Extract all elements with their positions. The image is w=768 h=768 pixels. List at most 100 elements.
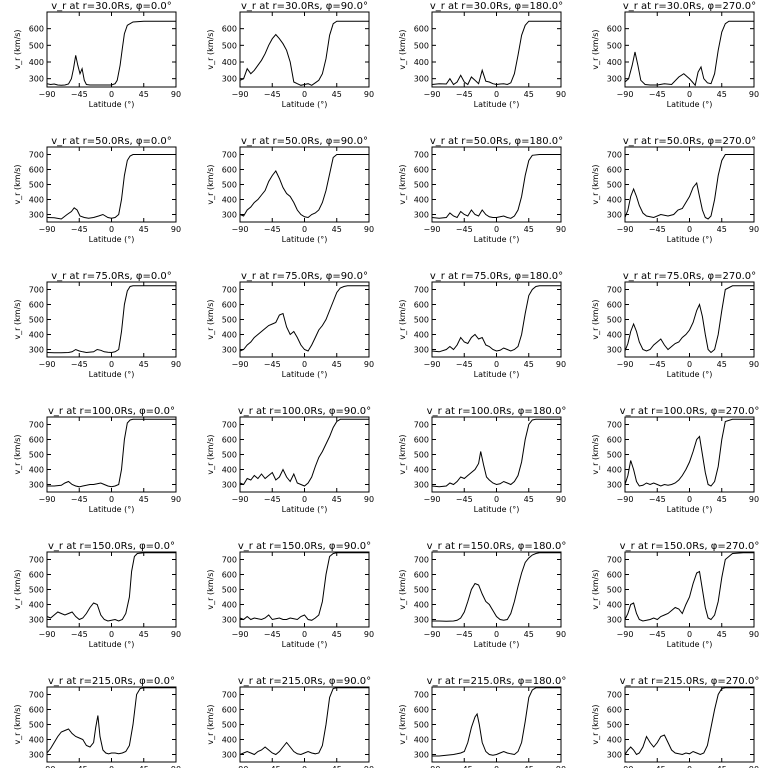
x-axis-label: Latitude (°): [667, 505, 713, 514]
x-axis-label: Latitude (°): [89, 235, 135, 244]
x-tick-label: 45: [717, 630, 727, 639]
x-tick-label: −45: [649, 765, 666, 768]
y-tick-label: 600: [607, 25, 622, 34]
x-tick-label: −90: [424, 495, 441, 504]
x-tick-label: −45: [71, 360, 88, 369]
x-tick-label: −90: [39, 225, 56, 234]
plot-frame: [46, 281, 177, 358]
panel-title: v_r at r=30.0Rs, φ=180.0°: [430, 1, 563, 12]
y-axis-label: v_r (km/s): [206, 164, 215, 204]
y-tick-label: 300: [29, 616, 44, 625]
y-tick-label: 600: [29, 301, 44, 310]
x-axis-label: Latitude (°): [667, 640, 713, 649]
y-tick-label: 400: [607, 58, 622, 67]
y-tick-label: 700: [222, 691, 237, 700]
panel-title: v_r at r=150.0Rs, φ=0.0°: [48, 541, 175, 552]
plot-frame: [431, 11, 562, 88]
y-tick-label: 600: [222, 436, 237, 445]
y-tick-label: 400: [607, 601, 622, 610]
x-tick-label: 45: [717, 765, 727, 768]
x-tick-label: 90: [364, 225, 374, 234]
x-tick-label: 0: [109, 360, 114, 369]
y-tick-label: 500: [29, 316, 44, 325]
plot-frame: [431, 146, 562, 223]
x-tick-label: 0: [109, 90, 114, 99]
x-axis-label: Latitude (°): [474, 235, 520, 244]
x-tick-label: −45: [649, 225, 666, 234]
x-tick-label: −90: [424, 90, 441, 99]
y-tick-label: 600: [414, 436, 429, 445]
y-tick-label: 500: [222, 586, 237, 595]
y-tick-label: 500: [414, 41, 429, 50]
y-axis-label: v_r (km/s): [591, 164, 600, 204]
x-axis-label: Latitude (°): [667, 235, 713, 244]
x-tick-label: 90: [556, 765, 566, 768]
x-tick-label: −45: [264, 630, 281, 639]
x-tick-label: 0: [494, 360, 499, 369]
x-tick-label: 0: [494, 765, 499, 768]
panel-10: v_r at r=75.0Rs, φ=180.0° −90 −45 0 45 90 300 4…: [398, 271, 566, 379]
y-tick-label: 400: [222, 331, 237, 340]
y-axis-label: v_r (km/s): [591, 569, 600, 609]
x-tick-label: 0: [687, 495, 692, 504]
x-tick-label: 45: [524, 90, 534, 99]
series-line: [46, 154, 176, 220]
y-tick-label: 500: [29, 451, 44, 460]
x-axis-label: Latitude (°): [282, 370, 328, 379]
plot-frame: [431, 416, 562, 493]
plot-frame: [431, 686, 562, 763]
y-tick-label: 600: [222, 25, 237, 34]
y-tick-label: 300: [414, 751, 429, 760]
panel-title: v_r at r=215.0Rs, φ=270.0°: [620, 676, 760, 687]
x-tick-label: 0: [302, 765, 307, 768]
plot-frame: [46, 686, 177, 763]
x-tick-label: −45: [71, 225, 88, 234]
y-tick-label: 400: [29, 196, 44, 205]
panel-17: v_r at r=150.0Rs, φ=90.0° −90 −45 0 45 90 300 4…: [206, 541, 374, 649]
series-line: [239, 20, 369, 86]
x-tick-label: 90: [171, 90, 181, 99]
series-line: [431, 418, 561, 488]
panel-11: v_r at r=75.0Rs, φ=270.0° −90 −45 0 45 90 300 4…: [591, 271, 759, 379]
x-tick-label: 45: [332, 90, 342, 99]
y-tick-label: 600: [414, 571, 429, 580]
x-axis-label: Latitude (°): [282, 100, 328, 109]
x-tick-label: 45: [332, 495, 342, 504]
series-line: [432, 552, 561, 622]
y-tick-label: 400: [414, 601, 429, 610]
x-tick-label: 45: [717, 495, 727, 504]
y-tick-label: 300: [222, 616, 237, 625]
y-tick-label: 400: [222, 601, 237, 610]
plot-frame: [624, 416, 755, 493]
series-line: [431, 285, 561, 353]
x-tick-label: 0: [109, 630, 114, 639]
x-tick-label: −90: [424, 360, 441, 369]
y-tick-label: 300: [222, 75, 237, 84]
series-line: [239, 154, 369, 219]
x-tick-label: −45: [71, 630, 88, 639]
panel-title: v_r at r=50.0Rs, φ=90.0°: [241, 136, 368, 147]
x-tick-label: −90: [424, 225, 441, 234]
y-tick-label: 500: [607, 721, 622, 730]
x-tick-label: 45: [332, 360, 342, 369]
y-tick-label: 600: [607, 571, 622, 580]
panel-title: v_r at r=50.0Rs, φ=270.0°: [623, 136, 756, 147]
x-tick-label: 90: [171, 765, 181, 768]
y-axis-label: v_r (km/s): [206, 29, 215, 69]
panel-title: v_r at r=150.0Rs, φ=90.0°: [238, 541, 371, 552]
x-tick-label: −90: [232, 630, 249, 639]
y-tick-label: 500: [607, 316, 622, 325]
y-tick-label: 400: [29, 58, 44, 67]
y-tick-label: 500: [29, 181, 44, 190]
y-tick-label: 500: [222, 451, 237, 460]
x-tick-label: 90: [171, 495, 181, 504]
y-tick-label: 500: [222, 316, 237, 325]
y-tick-label: 400: [29, 601, 44, 610]
x-tick-label: 45: [332, 765, 342, 768]
panel-9: v_r at r=75.0Rs, φ=90.0° −90 −45 0 45 90 300 40…: [206, 271, 374, 379]
x-tick-label: 0: [687, 630, 692, 639]
x-tick-label: −45: [71, 765, 88, 768]
panel-title: v_r at r=100.0Rs, φ=90.0°: [238, 406, 371, 417]
x-tick-label: −45: [456, 225, 473, 234]
y-tick-label: 600: [414, 166, 429, 175]
